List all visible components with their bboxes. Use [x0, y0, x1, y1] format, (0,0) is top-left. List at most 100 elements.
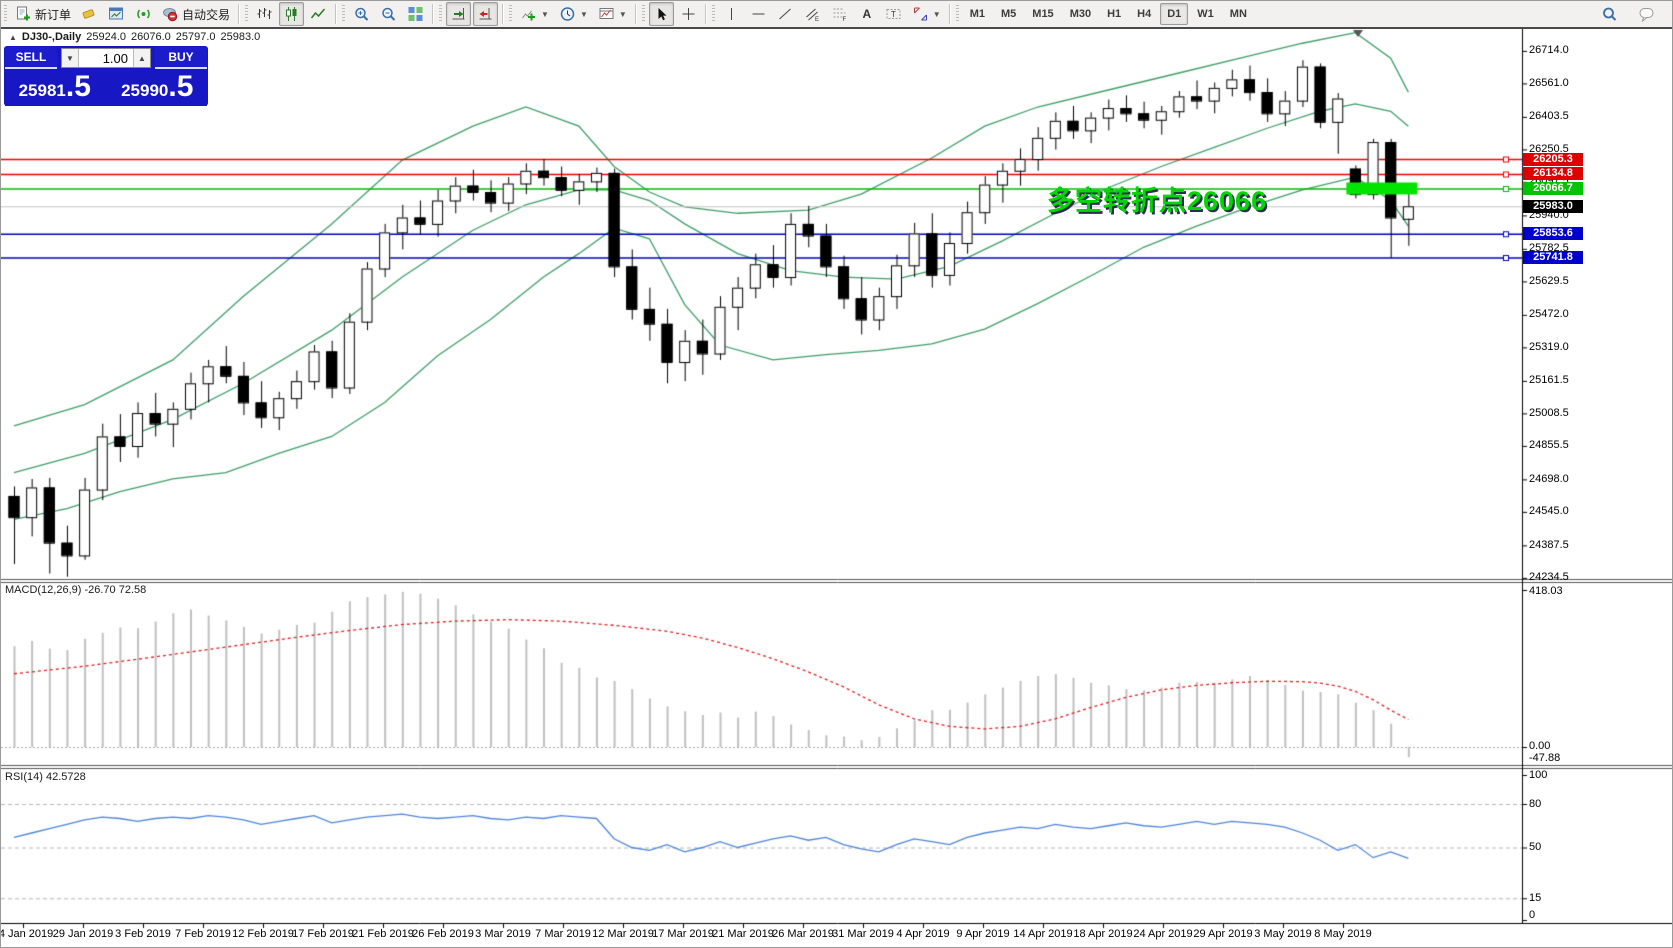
time-axis-label: 8 May 2019: [1314, 928, 1372, 940]
toolbar-grip[interactable]: [953, 5, 961, 23]
chart-text-annotation[interactable]: 多空转折点26066: [1047, 186, 1268, 216]
eraser-button[interactable]: [77, 2, 102, 26]
chart-window-button[interactable]: [104, 2, 129, 26]
dropdown-caret-icon[interactable]: ▼: [541, 9, 549, 19]
timeframe-d1-button[interactable]: D1: [1160, 3, 1189, 25]
toolbar-group-draw: E F A T ▼: [718, 2, 946, 26]
autotrade-button[interactable]: 自动交易: [158, 2, 234, 26]
sell-price-frac: .5: [65, 70, 91, 103]
chat-icon-button[interactable]: [1634, 2, 1659, 26]
toolbar-grip[interactable]: [639, 5, 647, 23]
autotrade-icon: [163, 8, 178, 22]
chat-icon: [1639, 8, 1654, 22]
price-level-badge: 25741.8: [1523, 251, 1583, 265]
time-axis-label: 26 Feb 2019: [412, 928, 474, 940]
fibo-icon: F: [833, 8, 846, 22]
template-icon: [599, 8, 614, 19]
horizontal-line-button[interactable]: [746, 2, 771, 26]
time-axis-label: 4 Apr 2019: [896, 928, 950, 940]
price-axis-tick: 24387.5: [1529, 538, 1569, 551]
buy-price-display[interactable]: 25990 .5: [107, 70, 207, 106]
crosshair-icon: [682, 8, 695, 20]
price-level-badge: 26134.8: [1523, 167, 1583, 181]
text-a-icon: A: [862, 7, 871, 21]
trend-icon: [778, 8, 791, 20]
timeframe-m1-button[interactable]: M1: [969, 8, 985, 20]
buy-button[interactable]: BUY: [155, 47, 207, 69]
dropdown-caret-icon[interactable]: ▼: [618, 9, 627, 19]
price-axis-tick: 25008.5: [1529, 406, 1569, 419]
timeframe-mn-button[interactable]: MN: [1229, 8, 1247, 20]
price-level-badge: 25853.6: [1523, 227, 1583, 241]
time-axis-label: 7 Feb 2019: [175, 928, 231, 940]
toolbar-group-cursor: [648, 2, 702, 26]
collapse-panel-icon[interactable]: ▲: [9, 32, 17, 42]
bar-chart-button[interactable]: [252, 2, 277, 26]
time-axis-label: 12 Mar 2019: [592, 928, 654, 940]
chart-shift-button[interactable]: [473, 2, 499, 26]
volume-increase-button[interactable]: ▲: [133, 49, 150, 67]
toolbar-group-trade: 新订单 自动交易: [10, 2, 235, 26]
sell-price-display[interactable]: 25981 .5: [5, 70, 105, 106]
periods-button[interactable]: ▼: [555, 2, 592, 26]
time-axis-label: 24 Apr 2019: [1133, 928, 1193, 940]
toolbar-grip[interactable]: [340, 5, 348, 23]
timeframe-m15-button[interactable]: M15: [1032, 8, 1054, 20]
volume-value[interactable]: 1.00: [102, 50, 128, 66]
trendline-button[interactable]: [773, 2, 798, 26]
zoom-out-button[interactable]: [376, 2, 401, 26]
candlestick-button[interactable]: [279, 2, 305, 26]
zoom-in-button[interactable]: [349, 2, 374, 26]
toolbar-grip[interactable]: [243, 5, 251, 23]
price-axis-tick: 24545.0: [1529, 505, 1569, 518]
symbol-period-label: DJ30-,Daily: [21, 31, 82, 43]
toolbar-grip[interactable]: [507, 5, 515, 23]
toolbar-grip[interactable]: [2, 5, 9, 23]
fibonacci-button[interactable]: F: [827, 2, 852, 26]
indicators-button[interactable]: ▼: [516, 2, 553, 26]
timeframe-m5-button[interactable]: M5: [1001, 8, 1017, 20]
timeframe-h1-button[interactable]: H1: [1107, 8, 1122, 20]
auto-scroll-button[interactable]: [446, 2, 472, 26]
time-axis-label: 24 Jan 2019: [1, 928, 54, 940]
timeframe-w1-button[interactable]: W1: [1197, 8, 1214, 20]
crosshair-button[interactable]: [676, 2, 701, 26]
toolbar-grip[interactable]: [437, 5, 445, 23]
dropdown-caret-icon[interactable]: ▼: [932, 9, 941, 19]
channel-button[interactable]: E: [800, 2, 825, 26]
timeframe-m30-button[interactable]: M30: [1069, 8, 1092, 20]
toolbar-grip[interactable]: [709, 5, 717, 23]
rsi-axis-tick: 80: [1529, 797, 1542, 810]
timeframe-h4-button[interactable]: H4: [1137, 8, 1152, 20]
macd-axis-max: 418.03: [1529, 585, 1563, 597]
dropdown-caret-icon[interactable]: ▼: [579, 9, 588, 19]
tile-windows-button[interactable]: [403, 2, 428, 26]
volume-decrease-button[interactable]: ▼: [62, 49, 79, 67]
autotrade-button-label: 自动交易: [182, 7, 231, 22]
time-axis-label: 21 Feb 2019: [352, 928, 414, 940]
clock-icon: [560, 7, 575, 21]
new-order-button[interactable]: 新订单: [11, 2, 75, 26]
price-axis-tick: 24698.0: [1529, 472, 1569, 485]
line-chart-button[interactable]: [306, 2, 331, 26]
time-axis-label: 18 Apr 2019: [1073, 928, 1133, 940]
sell-button[interactable]: SELL: [5, 47, 57, 69]
signal-button[interactable]: [131, 2, 156, 26]
toolbar-group-scroll: [445, 2, 499, 26]
toolbar-separator: [704, 4, 706, 24]
vertical-line-button[interactable]: [719, 2, 744, 26]
price-level-badge: 25983.0: [1523, 199, 1583, 213]
toolbar-separator: [634, 4, 636, 24]
price-axis-tick: 26714.0: [1529, 44, 1569, 57]
text-button[interactable]: A: [854, 2, 879, 26]
macd-axis-zero: 0.00: [1529, 740, 1551, 752]
search-icon-button[interactable]: [1597, 2, 1622, 26]
text-label-button[interactable]: T: [881, 2, 906, 26]
cursor-button[interactable]: [648, 2, 674, 26]
arrows-button[interactable]: ▼: [908, 2, 945, 26]
price-axis-tick: 24234.5: [1529, 571, 1569, 584]
templates-button[interactable]: ▼: [594, 2, 631, 26]
price-axis-tick: 25629.5: [1529, 274, 1569, 287]
